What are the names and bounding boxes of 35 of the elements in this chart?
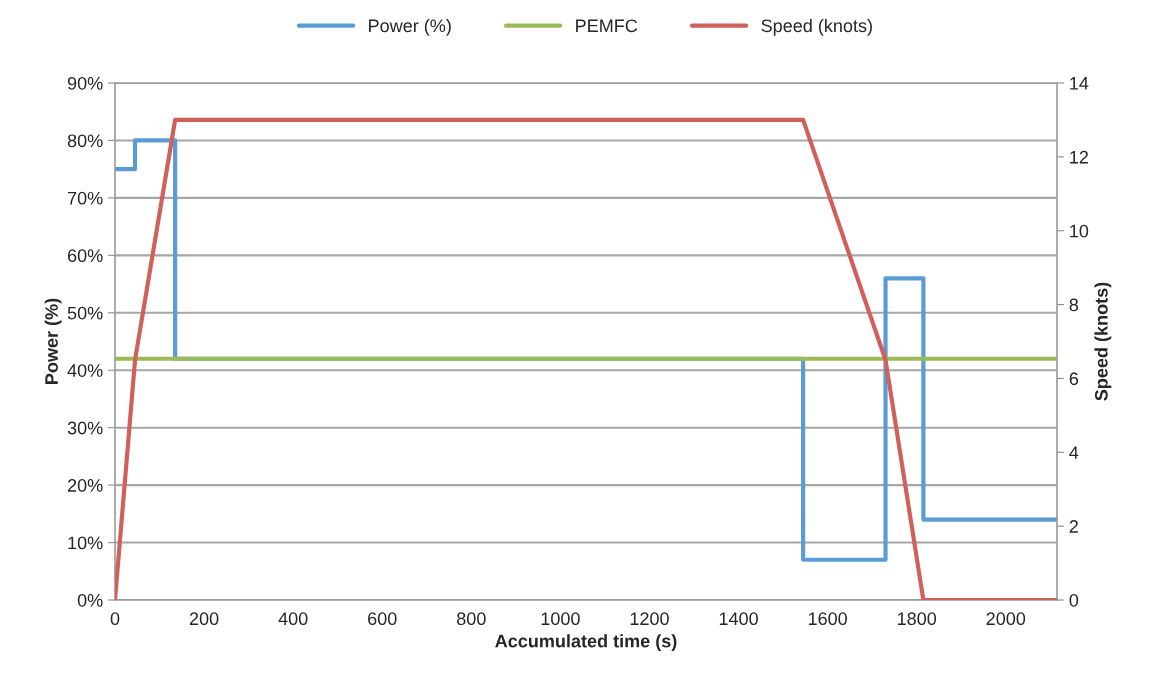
x-tick-label: 800 bbox=[457, 612, 486, 626]
y-tick-label: 30% bbox=[67, 421, 103, 435]
x-tick-label: 1000 bbox=[541, 612, 580, 626]
y-tick-label: 90% bbox=[67, 76, 103, 90]
x-tick-label: 2000 bbox=[986, 612, 1026, 626]
y2-axis-title: Speed (knots) bbox=[1094, 282, 1112, 401]
x-tick-label: 200 bbox=[189, 612, 219, 626]
legend-label: Speed (knots) bbox=[761, 18, 872, 36]
y2-tick-label: 14 bbox=[1070, 77, 1089, 90]
y-tick-label: 40% bbox=[67, 364, 103, 377]
y2-tick-label: 0 bbox=[1069, 593, 1079, 607]
y-tick-label: 70% bbox=[67, 191, 103, 205]
y2-tick-label: 12 bbox=[1070, 150, 1088, 164]
x-tick-label: 600 bbox=[368, 612, 397, 626]
x-tick-label: 1600 bbox=[808, 612, 847, 626]
y-axis-title: Power (%) bbox=[44, 298, 62, 384]
y2-tick-label: 6 bbox=[1069, 372, 1079, 386]
y-tick-label: 80% bbox=[67, 134, 103, 148]
x-tick-label: 1800 bbox=[898, 612, 937, 626]
legend-label: Power (%) bbox=[369, 18, 451, 36]
y2-tick-label: 2 bbox=[1069, 520, 1078, 533]
x-tick-label: 0 bbox=[110, 612, 120, 626]
y-tick-label: 20% bbox=[67, 479, 103, 492]
x-axis-title: Accumulated time (s) bbox=[495, 634, 677, 652]
y-tick-label: 50% bbox=[67, 306, 103, 320]
y-tick-label: 60% bbox=[67, 249, 103, 263]
y2-tick-label: 8 bbox=[1069, 298, 1079, 312]
legend-label: PEMFC bbox=[576, 19, 638, 33]
x-tick-label: 400 bbox=[278, 612, 308, 626]
y-tick-label: 0% bbox=[77, 593, 103, 607]
y-tick-label: 10% bbox=[68, 536, 103, 550]
x-tick-label: 1200 bbox=[630, 612, 669, 626]
y2-tick-label: 10 bbox=[1070, 224, 1089, 238]
y2-tick-label: 4 bbox=[1069, 446, 1079, 459]
x-tick-label: 1400 bbox=[719, 612, 758, 626]
